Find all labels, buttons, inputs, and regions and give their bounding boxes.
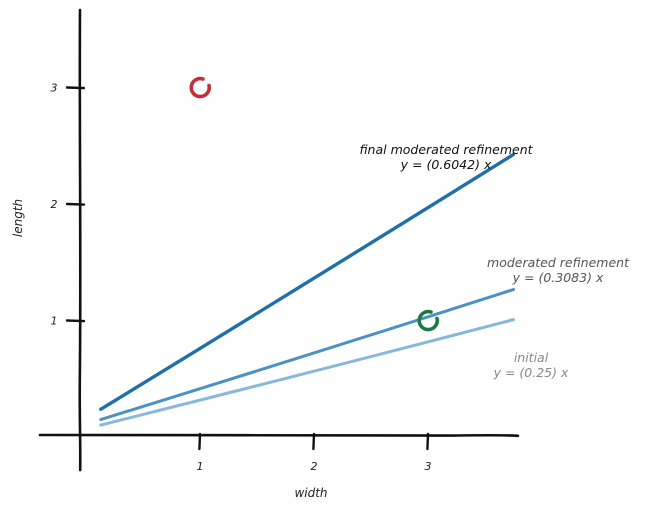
x-axis-label: width [294,486,327,500]
y-tick-label-3: 3 [51,82,58,95]
data-point-2 [417,309,440,332]
y-axis-label: length [11,199,25,237]
line-moderated-refinement [99,287,515,422]
x-tick-label-3: 3 [425,460,432,473]
y-tick-label-2: 2 [51,198,58,211]
annotation-equation-2: y = (0.3083) x [512,270,604,285]
y-tick-3 [65,86,86,90]
data-point-1 [189,76,212,99]
annotation-label-2: moderated refinement [487,255,630,270]
annotation-equation-1: y = (0.6042) x [400,157,492,172]
x-axis-line [38,433,520,438]
ticks: 1 2 3 1 2 3 [51,82,432,474]
y-tick-2 [65,202,86,206]
annotation-label-3: initial [514,350,549,365]
regression-lines [99,152,516,427]
y-tick-1 [65,319,86,323]
x-tick-3 [426,432,430,451]
line-initial [99,318,515,427]
x-tick-label-2: 2 [311,460,318,473]
x-tick-1 [198,432,202,451]
annotation-label-1: final moderated refinement [359,142,533,157]
data-points [189,76,440,332]
y-tick-label-1: 1 [51,315,58,328]
annotation-equation-3: y = (0.25) x [493,365,569,380]
line-final-moderated-refinement [99,152,516,411]
y-axis-line [78,8,82,472]
axes [38,8,520,472]
x-tick-label-1: 1 [197,460,204,473]
x-tick-2 [312,432,316,451]
